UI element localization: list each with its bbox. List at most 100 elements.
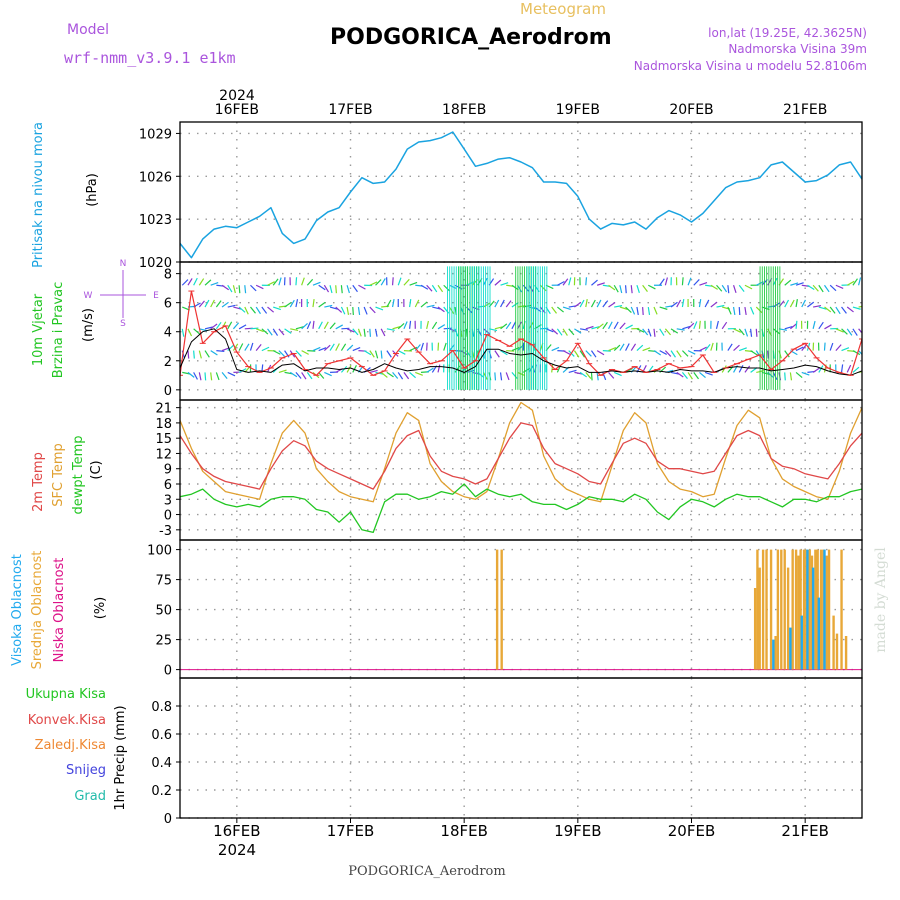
cloud-mid-bar-11 bbox=[783, 549, 786, 670]
wind-arrow-25 bbox=[210, 372, 213, 381]
wind-arrow-295 bbox=[517, 371, 526, 377]
wind-arrow-491 bbox=[739, 347, 747, 352]
wind-arrow-364 bbox=[591, 279, 598, 286]
wind-arrow-508 bbox=[755, 306, 763, 314]
wind-arrow-107 bbox=[301, 322, 308, 330]
pressure-ytick-label-1: 1023 bbox=[139, 213, 172, 228]
wind-arrow-136 bbox=[335, 343, 340, 351]
wind-arrow-11 bbox=[193, 350, 195, 359]
wind-ytick-label-3: 6 bbox=[164, 297, 172, 312]
wind-arrow-12 bbox=[193, 328, 201, 335]
wind-arrow-427 bbox=[664, 328, 672, 336]
wind-arrow-222 bbox=[431, 321, 438, 330]
wind-arrow-61 bbox=[249, 342, 254, 351]
wind-arrow-47 bbox=[232, 322, 240, 330]
wind-arrow-588 bbox=[846, 306, 854, 313]
wind-arrow-449 bbox=[687, 277, 692, 286]
wind-arrow-152 bbox=[352, 328, 359, 336]
wind-arrow-63 bbox=[250, 306, 256, 314]
wind-arrow-85 bbox=[278, 369, 287, 373]
wind-arrow-167 bbox=[369, 328, 372, 337]
wind-arrow-161 bbox=[363, 350, 372, 356]
wind-arrow-158 bbox=[357, 306, 361, 316]
wind-arrow-239 bbox=[449, 284, 457, 290]
wind-arrow-437 bbox=[676, 328, 685, 331]
wind-arrow-497 bbox=[744, 328, 749, 337]
wind-arrow-140 bbox=[340, 366, 348, 373]
wind-arrow-203 bbox=[409, 299, 412, 308]
temp-label-dew: dewpt Temp bbox=[71, 435, 86, 514]
wind-arrow-58 bbox=[244, 306, 249, 315]
wind-arrow-175 bbox=[380, 371, 388, 378]
wind-arrow-452 bbox=[693, 321, 698, 330]
wind-arrow-208 bbox=[414, 299, 420, 308]
wind-arrow-5 bbox=[187, 371, 195, 378]
bottom-day-5: 21FEB bbox=[781, 822, 828, 840]
wind-arrow-334 bbox=[557, 280, 565, 286]
wind-arrow-101 bbox=[295, 350, 302, 357]
wind-arrow-29 bbox=[210, 281, 219, 286]
wind-arrow-446 bbox=[687, 350, 696, 355]
wind-arrow-532 bbox=[784, 326, 793, 330]
temperature-ytick-label-1: 0 bbox=[164, 509, 172, 524]
wind-compass: N S W E bbox=[84, 259, 160, 329]
top-day-labels: 16FEB 17FEB 18FEB 19FEB 20FEB 21FEB bbox=[215, 102, 828, 118]
wind-panel: 0 2 4 6 8 bbox=[164, 261, 863, 401]
sfc-temp-line bbox=[180, 401, 862, 503]
watermark: made by Angel bbox=[873, 547, 889, 653]
wind-arrow-126 bbox=[323, 344, 331, 352]
wind-arrow-157 bbox=[357, 328, 362, 337]
wind-arrow-120 bbox=[318, 372, 325, 379]
wind-arrow-151 bbox=[352, 347, 361, 352]
wind-arrow-54 bbox=[238, 285, 241, 294]
wind-arrow-444 bbox=[681, 277, 684, 286]
cloud-mid-bar-14 bbox=[794, 549, 798, 670]
wind-arrow-150 bbox=[352, 365, 357, 373]
temperature-ytick-label-7: 18 bbox=[155, 417, 172, 432]
wind-arrow-533 bbox=[784, 299, 790, 308]
wind-arrow-456 bbox=[699, 346, 707, 352]
top-day-1: 17FEB bbox=[328, 102, 372, 118]
wind-arrow-398 bbox=[630, 306, 636, 315]
wind-arrow-487 bbox=[733, 328, 742, 333]
wind-arrow-573 bbox=[829, 306, 836, 314]
wind-arrow-454 bbox=[693, 279, 700, 286]
wind-arrow-531 bbox=[784, 350, 790, 358]
wind-arrow-589 bbox=[846, 280, 855, 286]
wind-arrow-53 bbox=[238, 306, 246, 313]
wind-arrow-292 bbox=[511, 321, 517, 330]
cloud-unit: (%) bbox=[93, 597, 108, 620]
wind-arrow-409 bbox=[642, 284, 648, 292]
wind-arrow-402 bbox=[636, 328, 645, 333]
precip-ytick-label-2: 0.4 bbox=[151, 756, 172, 771]
wind-arrow-225 bbox=[437, 364, 441, 373]
wind-arrow-340 bbox=[568, 369, 577, 373]
model-label: Model bbox=[67, 22, 109, 38]
wind-arrow-403 bbox=[636, 306, 639, 316]
wind-arrow-104 bbox=[295, 277, 298, 286]
wind-arrow-490 bbox=[738, 365, 744, 373]
precip-ytick-label-0: 0 bbox=[164, 812, 172, 827]
wind-arrow-148 bbox=[346, 306, 350, 316]
precip-unit: 1hr Precip (mm) bbox=[113, 705, 128, 810]
wind-arrow-133 bbox=[329, 306, 338, 310]
wind-arrow-72 bbox=[261, 328, 269, 335]
wind-arrow-64 bbox=[250, 284, 257, 292]
wind-arrow-369 bbox=[596, 282, 605, 286]
wind-arrow-21 bbox=[204, 350, 210, 358]
wind-arrow-337 bbox=[562, 328, 568, 336]
wind-arrow-441 bbox=[681, 350, 689, 357]
wind-arrow-285 bbox=[505, 372, 510, 381]
wind-arrow-211 bbox=[420, 342, 424, 351]
wind-arrow-223 bbox=[432, 306, 441, 310]
wind-arrow-36 bbox=[221, 347, 230, 352]
wind-arrow-442 bbox=[682, 325, 691, 330]
wind-arrow-287 bbox=[505, 321, 512, 330]
bottom-day-0: 16FEB bbox=[213, 822, 260, 840]
cloud-mid-bar-16 bbox=[799, 549, 802, 670]
pressure-unit: (hPa) bbox=[85, 173, 100, 207]
temperature-ytick-label-4: 9 bbox=[164, 463, 172, 478]
clouds-ytick-label-3: 75 bbox=[155, 574, 172, 589]
wind-arrow-228 bbox=[437, 306, 445, 313]
wind-arrow-392 bbox=[625, 324, 633, 330]
